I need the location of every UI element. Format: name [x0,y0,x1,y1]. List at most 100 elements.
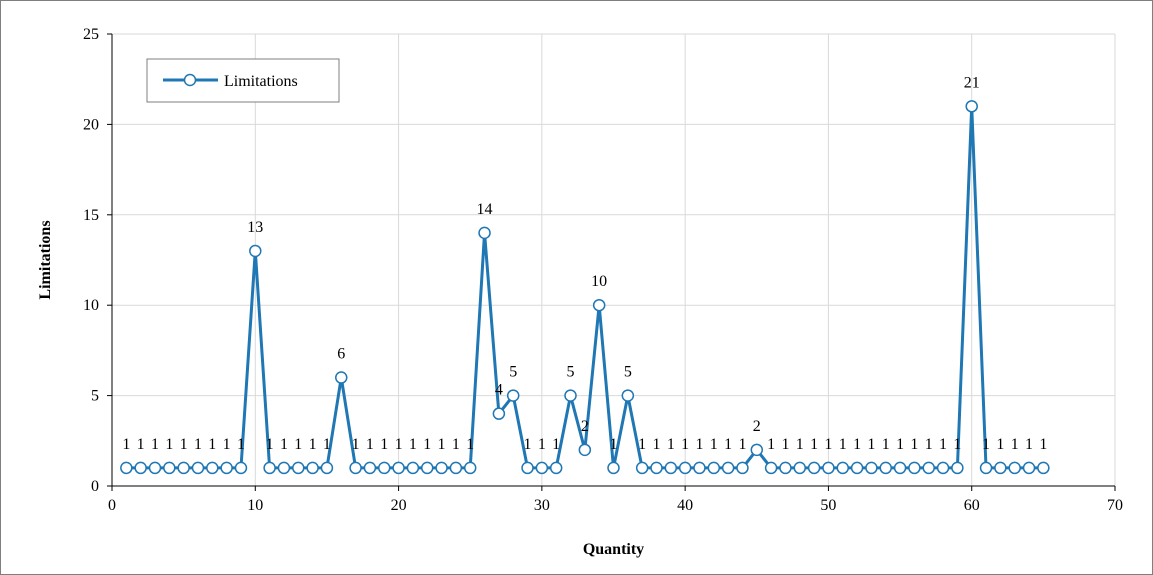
data-point [234,461,248,475]
data-point [377,461,391,475]
data-point [592,298,606,312]
data-point [951,461,964,475]
data-label: 1 [552,436,560,453]
x-tick-label: 20 [391,497,407,514]
data-label: 1 [237,436,245,453]
data-point [148,461,162,475]
data-point [678,461,692,475]
data-label: 1 [194,436,202,453]
data-point [965,100,978,113]
data-point [535,461,549,475]
data-label: 10 [591,273,607,290]
data-point [1022,461,1036,475]
data-label: 1 [652,436,660,453]
data-point [163,461,176,475]
data-label: 1 [925,436,933,453]
data-point [764,461,778,475]
data-point [865,461,878,475]
data-point [979,461,993,475]
data-point [635,461,649,475]
data-label: 1 [151,436,159,453]
y-tick-label: 0 [91,478,99,495]
data-point [549,461,563,475]
y-tick-label: 10 [83,297,99,314]
data-label: 1 [366,436,374,453]
data-point [392,461,405,475]
data-point [564,389,577,402]
data-label: 1 [409,436,417,453]
data-label: 5 [567,364,575,381]
data-point [349,461,362,475]
data-point [879,461,892,475]
data-point [1008,461,1021,475]
data-point [721,461,735,475]
data-label: 1 [610,436,618,453]
data-label: 1 [1025,436,1033,453]
gridlines [112,33,1116,486]
data-point [191,461,205,475]
data-label: 1 [208,436,216,453]
data-point [277,461,291,475]
data-point [220,461,233,475]
data-label: 1 [165,436,173,453]
data-label: 1 [867,436,875,453]
data-point [807,461,821,475]
axes [107,33,1116,491]
data-point [249,244,262,258]
legend: Limitations [146,58,340,103]
data-label: 1 [896,436,904,453]
data-label: 1 [438,436,446,453]
data-label: 1 [538,436,546,453]
data-point [621,389,635,402]
data-label: 2 [581,418,589,435]
data-label: 4 [495,382,503,399]
data-label: 1 [294,436,302,453]
data-point [736,461,749,475]
data-point [306,461,319,475]
data-label: 1 [882,436,890,453]
x-tick-label: 70 [1107,497,1123,514]
data-point [177,461,190,475]
data-point [750,443,764,457]
data-point [893,461,907,475]
data-point [664,461,678,475]
data-label: 1 [524,436,532,453]
data-point [463,461,477,475]
data-point [650,461,663,475]
data-point [263,461,276,475]
x-tick-label: 10 [247,497,263,514]
data-label: 1 [695,436,703,453]
data-label: 1 [380,436,388,453]
y-tick-label: 20 [83,116,99,133]
x-axis-title: Quantity [583,541,644,558]
data-label: 2 [753,418,761,435]
x-tick-label: 40 [677,497,693,514]
data-label: 1 [137,436,145,453]
data-label: 1 [423,436,431,453]
data-point [1037,461,1050,475]
data-label: 1 [280,436,288,453]
data-label: 1 [781,436,789,453]
data-point [292,461,305,475]
data-label: 1 [810,436,818,453]
data-label: 1 [452,436,460,453]
data-point [120,461,133,475]
data-label: 1 [323,436,331,453]
y-tick-label: 5 [91,388,99,405]
data-label: 1 [724,436,732,453]
data-point [521,461,534,475]
data-label: 1 [352,436,360,453]
data-label: 21 [964,74,980,91]
data-point [578,443,592,457]
data-point [420,461,434,475]
data-label: 5 [624,364,632,381]
data-label: 1 [638,436,646,453]
x-tick-label: 30 [534,497,550,514]
data-point [850,461,864,475]
data-label: 1 [266,436,274,453]
data-point [607,461,620,475]
data-point [406,461,420,475]
